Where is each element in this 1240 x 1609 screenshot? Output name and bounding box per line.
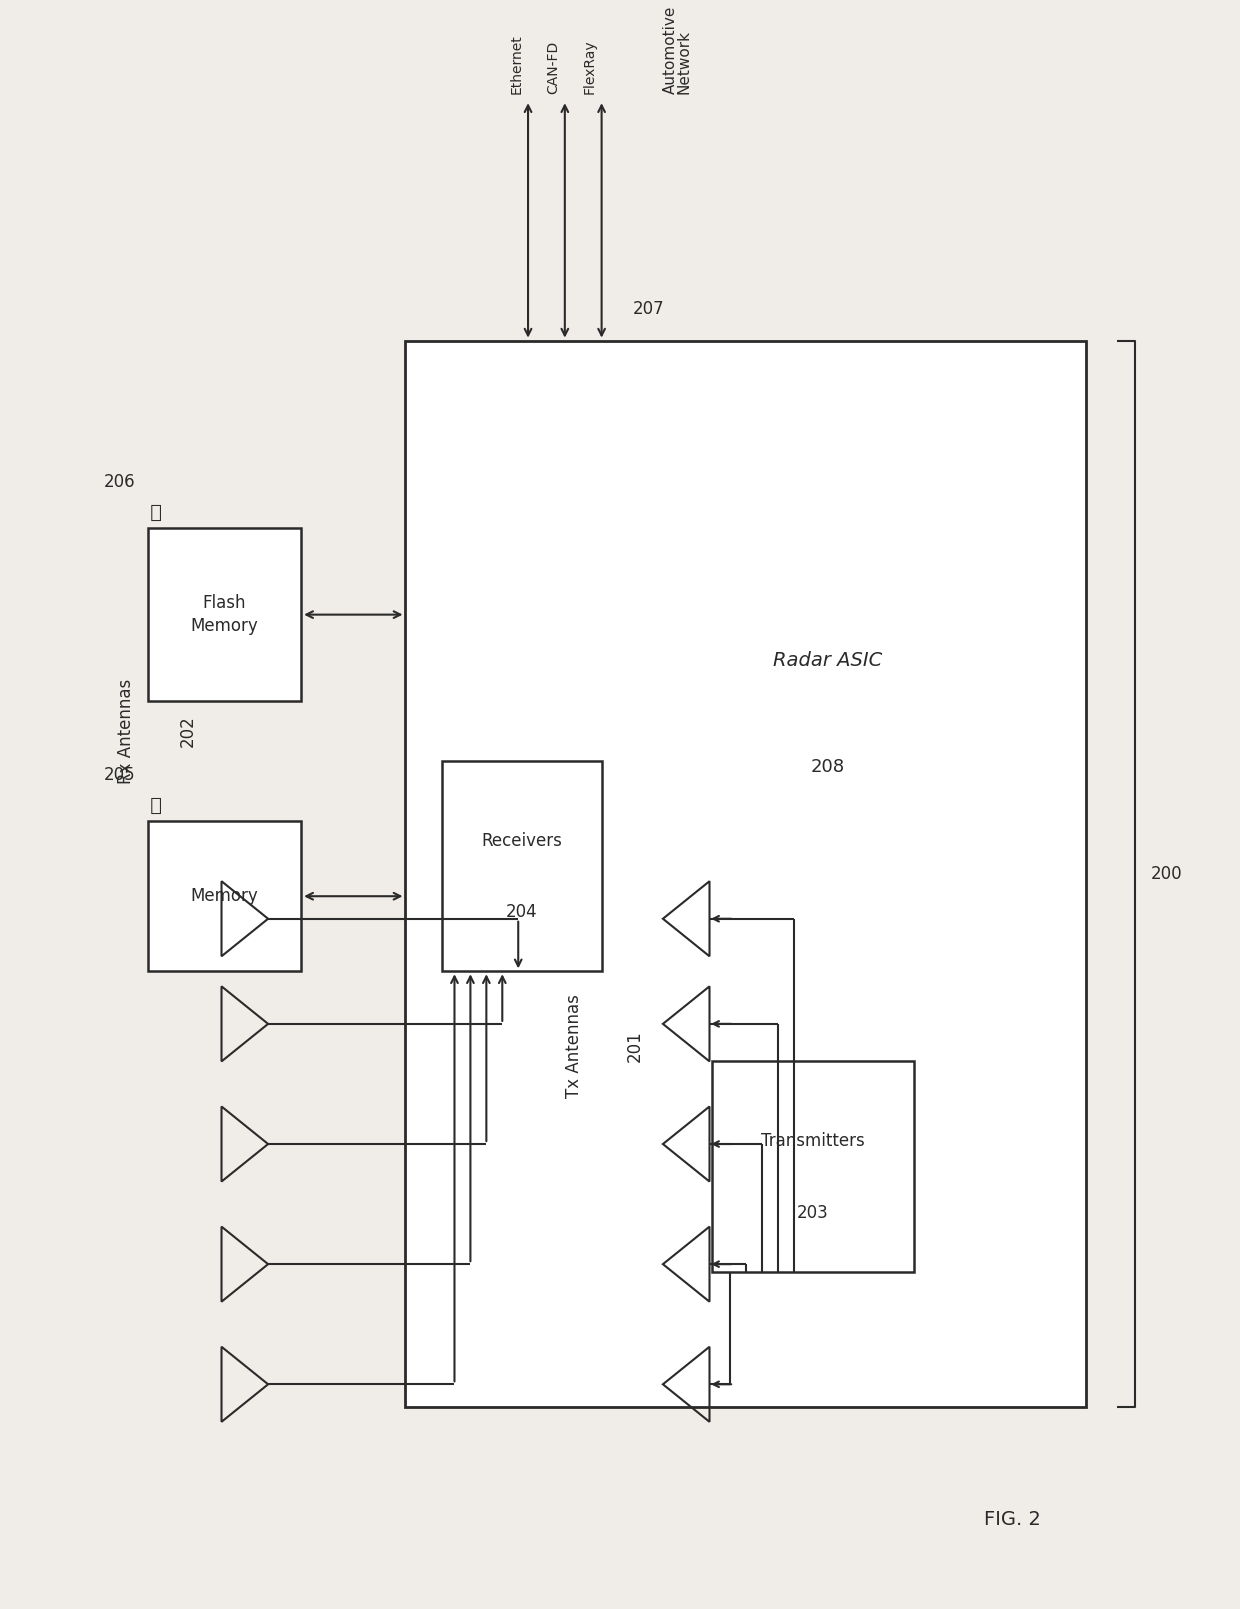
Text: CAN-FD: CAN-FD <box>546 40 560 95</box>
Text: 201: 201 <box>626 1030 644 1062</box>
Text: 207: 207 <box>632 299 663 319</box>
Text: 203: 203 <box>797 1204 830 1221</box>
Bar <box>712 1062 914 1271</box>
Text: Tx Antennas: Tx Antennas <box>565 994 583 1099</box>
Bar <box>443 761 601 972</box>
Text: 202: 202 <box>179 714 197 747</box>
Text: ⌣: ⌣ <box>149 502 160 521</box>
Bar <box>148 821 301 972</box>
Text: FlexRay: FlexRay <box>583 40 596 95</box>
Text: Transmitters: Transmitters <box>761 1133 866 1150</box>
Text: Flash
Memory: Flash Memory <box>191 594 258 636</box>
Text: Receivers: Receivers <box>481 832 563 850</box>
Text: Radar ASIC: Radar ASIC <box>773 652 882 669</box>
Text: 208: 208 <box>810 758 844 776</box>
Text: 205: 205 <box>104 766 135 784</box>
Text: Rx Antennas: Rx Antennas <box>118 679 135 784</box>
Text: Memory: Memory <box>191 887 258 906</box>
Bar <box>405 341 1086 1406</box>
Text: Ethernet: Ethernet <box>510 34 523 95</box>
Text: 206: 206 <box>104 473 135 491</box>
Text: 200: 200 <box>1151 864 1183 883</box>
Text: 204: 204 <box>506 903 538 922</box>
Text: FIG. 2: FIG. 2 <box>983 1509 1040 1529</box>
Bar <box>148 528 301 702</box>
Text: Automotive
Network: Automotive Network <box>663 6 692 95</box>
Text: ⌣: ⌣ <box>149 795 160 814</box>
